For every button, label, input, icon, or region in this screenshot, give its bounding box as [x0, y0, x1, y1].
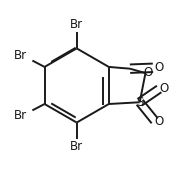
Text: O: O	[144, 66, 153, 79]
Text: O: O	[154, 61, 163, 74]
Text: S: S	[137, 96, 144, 109]
Text: Br: Br	[14, 109, 27, 122]
Text: Br: Br	[14, 49, 27, 62]
Text: Br: Br	[70, 140, 83, 153]
Text: O: O	[159, 82, 169, 95]
Text: Br: Br	[70, 17, 83, 30]
Text: O: O	[154, 115, 164, 128]
